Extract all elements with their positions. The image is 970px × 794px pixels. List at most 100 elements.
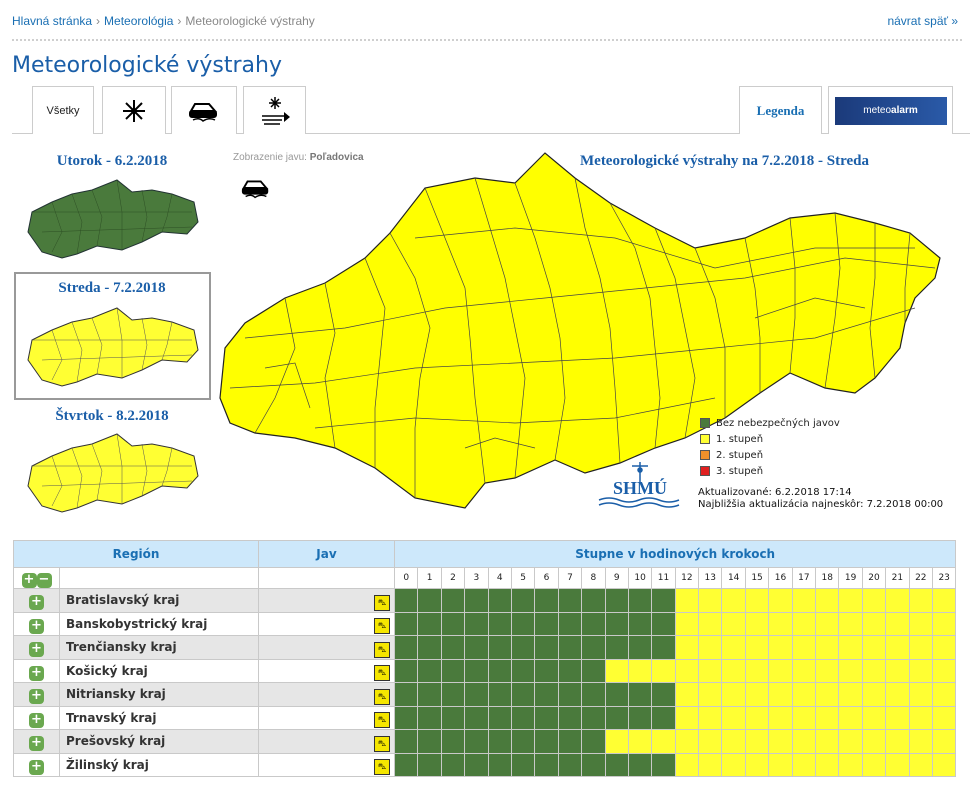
ice-warning-icon: ⛍ [374, 688, 390, 705]
hour-cell [931, 729, 957, 754]
tab-ice[interactable] [171, 86, 237, 134]
table-row[interactable]: + Banskobystrický kraj ⛍ [13, 611, 957, 636]
meteoalarm-link[interactable]: meteo alarm [828, 86, 953, 134]
hour-header: 19 [838, 567, 863, 589]
hour-cell [674, 635, 700, 660]
table-header-row: Región Jav Stupne v hodinových krokoch [13, 540, 957, 568]
hour-cell [815, 588, 840, 613]
hour-cell [791, 682, 817, 707]
hour-cell [861, 752, 887, 777]
hour-cell [838, 635, 863, 660]
hour-cell [721, 588, 746, 613]
hour-cell [791, 729, 817, 754]
expand-row-icon[interactable]: + [29, 759, 44, 775]
hour-cell [885, 682, 910, 707]
breadcrumb-meteorology-link[interactable]: Meteorológia [104, 14, 174, 28]
tab-wind[interactable] [102, 86, 166, 134]
mini-map-wednesday[interactable] [22, 300, 202, 390]
expand-row-icon[interactable]: + [29, 712, 44, 728]
expand-cell: + [13, 588, 60, 613]
breadcrumb: Hlavná stránka › Meteorológia › Meteorologic… [12, 14, 315, 28]
hour-cell [931, 635, 957, 660]
hour-cell [931, 752, 957, 777]
breadcrumb-home-link[interactable]: Hlavná stránka [12, 14, 93, 28]
hour-cell [861, 705, 887, 730]
ice-warning-icon: ⛍ [374, 618, 390, 635]
expand-row-icon[interactable]: + [29, 595, 44, 611]
table-row[interactable]: + Žilinský kraj ⛍ [13, 752, 957, 777]
hour-cell [534, 611, 559, 636]
hour-cell [744, 752, 770, 777]
hour-cell [440, 658, 466, 683]
day-selected-frame[interactable] [14, 272, 211, 400]
day-title-tuesday[interactable]: Utorok - 6.2.2018 [56, 153, 168, 169]
expand-row-icon[interactable]: + [29, 642, 44, 658]
hour-cell [674, 705, 700, 730]
hour-cell [651, 682, 676, 707]
hour-cell [815, 682, 840, 707]
hour-cell [791, 588, 817, 613]
expand-all-icon[interactable]: + [21, 573, 37, 588]
hour-cell [674, 729, 700, 754]
day-title-wednesday[interactable]: Streda - 7.2.2018 [58, 280, 166, 296]
hour-cell [861, 635, 887, 660]
hour-cell [791, 752, 817, 777]
region-name: Trnavský kraj [59, 705, 259, 730]
hour-cell [581, 682, 606, 707]
region-name: Trenčiansky kraj [59, 635, 259, 660]
meteoalarm-text-2: alarm [891, 105, 918, 116]
ice-warning-icon: ⛍ [374, 759, 390, 776]
mini-map-tuesday[interactable] [22, 172, 202, 262]
shmu-text: SHMÚ [613, 477, 667, 498]
legend-label: 1. stupeň [716, 433, 764, 445]
hour-cell [510, 729, 536, 754]
expand-row-icon[interactable]: + [29, 736, 44, 752]
hour-cell [651, 729, 676, 754]
jav-cell: ⛍ [258, 682, 395, 707]
hour-header: 11 [651, 567, 676, 589]
tab-snow-wind[interactable] [243, 86, 306, 134]
day-title-thursday[interactable]: Štvrtok - 8.2.2018 [55, 408, 169, 424]
tab-all[interactable]: Všetky [32, 86, 94, 134]
hour-cell [417, 682, 442, 707]
hour-cell [908, 752, 933, 777]
table-row[interactable]: + Trnavský kraj ⛍ [13, 705, 957, 730]
hour-header: 6 [534, 567, 559, 589]
table-row[interactable]: + Prešovský kraj ⛍ [13, 729, 957, 754]
tab-all-label: Všetky [46, 104, 80, 117]
hour-cell [861, 611, 887, 636]
mini-map-thursday[interactable] [22, 425, 202, 517]
hour-cell [487, 588, 512, 613]
legend-swatch-green [700, 418, 710, 428]
back-link[interactable]: návrat späť » [887, 14, 958, 28]
hour-cell [534, 705, 559, 730]
table-row[interactable]: + Nitriansky kraj ⛍ [13, 682, 957, 707]
hour-cell [908, 682, 933, 707]
collapse-all-icon[interactable]: − [36, 573, 52, 588]
jav-cell: ⛍ [258, 705, 395, 730]
expand-row-icon[interactable]: + [29, 618, 44, 634]
table-row[interactable]: + Trenčiansky kraj ⛍ [13, 635, 957, 660]
hour-cell [557, 588, 583, 613]
next-update-text: Najbližšia aktualizácia najneskôr: 7.2.2… [698, 499, 944, 510]
legend-row: 1. stupeň [700, 431, 840, 447]
table-row[interactable]: + Košický kraj ⛍ [13, 658, 957, 683]
tab-legend[interactable]: Legenda [739, 86, 822, 134]
hour-cell [721, 729, 746, 754]
expand-row-icon[interactable]: + [29, 665, 44, 681]
table-row[interactable]: + Bratislavský kraj ⛍ [13, 588, 957, 613]
divider [12, 39, 962, 41]
hour-cell [393, 705, 419, 730]
hour-cell [885, 658, 910, 683]
ice-warning-icon: ⛍ [374, 594, 390, 611]
hour-cell [393, 611, 419, 636]
expand-row-icon[interactable]: + [29, 689, 44, 705]
hour-cell [510, 682, 536, 707]
main-map[interactable] [215, 148, 945, 518]
region-name: Košický kraj [59, 658, 259, 683]
expand-cell: + [13, 658, 60, 683]
hour-cell [698, 705, 723, 730]
hour-cell [627, 611, 653, 636]
hour-cell [744, 729, 770, 754]
hour-cell [417, 611, 442, 636]
